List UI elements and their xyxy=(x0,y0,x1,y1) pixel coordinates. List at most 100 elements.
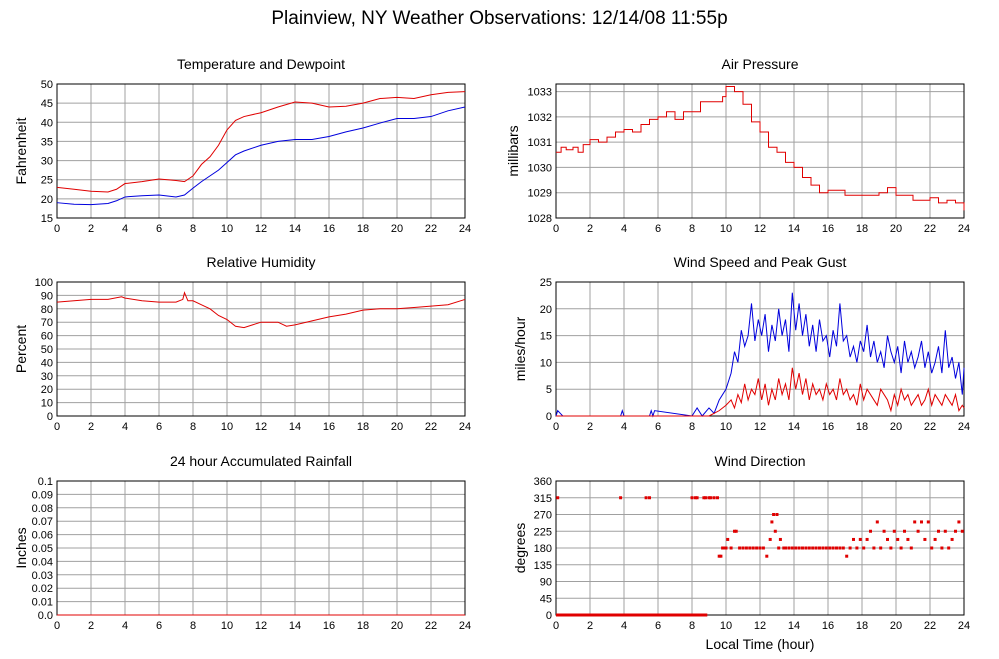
y-tick-label: 0 xyxy=(546,610,552,622)
y-tick-label: 35 xyxy=(41,136,53,148)
y-tick-label: 70 xyxy=(41,317,53,329)
data-point xyxy=(811,546,815,550)
data-point xyxy=(726,537,730,541)
data-point xyxy=(695,496,699,500)
x-tick-label: 14 xyxy=(289,620,301,632)
y-axis-label: millibars xyxy=(505,125,521,176)
plot-frame xyxy=(56,281,466,417)
series-line xyxy=(556,367,965,417)
data-point xyxy=(648,496,651,500)
x-tick-label: 16 xyxy=(323,223,335,235)
data-point xyxy=(943,529,947,533)
y-tick-label: 10 xyxy=(540,357,552,369)
x-tick-label: 10 xyxy=(221,620,233,632)
x-tick-label: 6 xyxy=(156,620,162,632)
chart-title: Relative Humidity xyxy=(207,254,316,270)
data-point xyxy=(950,537,954,541)
data-point xyxy=(889,546,893,550)
data-point xyxy=(882,529,886,533)
x-tick-label: 10 xyxy=(221,223,233,235)
x-tick-label: 20 xyxy=(391,223,403,235)
x-axis-label: Local Time (hour) xyxy=(706,636,815,652)
x-tick-label: 20 xyxy=(391,620,403,632)
x-tick-label: 6 xyxy=(655,223,661,235)
data-point xyxy=(940,546,944,550)
data-point xyxy=(899,546,903,550)
data-point xyxy=(906,537,910,541)
x-tick-label: 16 xyxy=(323,421,335,433)
x-tick-label: 4 xyxy=(122,223,128,235)
data-point xyxy=(765,554,769,558)
x-tick-label: 24 xyxy=(459,421,471,433)
y-tick-label: 0.1 xyxy=(38,476,53,488)
x-tick-label: 0 xyxy=(54,223,60,235)
x-tick-label: 24 xyxy=(958,421,970,433)
x-tick-label: 24 xyxy=(459,620,471,632)
x-tick-label: 6 xyxy=(156,421,162,433)
y-tick-label: 1030 xyxy=(528,162,552,174)
data-point xyxy=(693,496,697,500)
data-point xyxy=(838,546,842,550)
y-tick-label: 25 xyxy=(41,175,53,187)
x-tick-label: 8 xyxy=(190,620,196,632)
data-point xyxy=(831,546,835,550)
data-point xyxy=(690,496,694,500)
y-tick-label: 25 xyxy=(540,277,552,289)
data-point xyxy=(734,529,738,533)
x-tick-label: 8 xyxy=(689,421,695,433)
x-tick-label: 16 xyxy=(323,620,335,632)
x-tick-label: 24 xyxy=(459,223,471,235)
y-tick-label: 45 xyxy=(540,593,552,605)
y-tick-label: 315 xyxy=(534,493,552,505)
y-tick-label: 1031 xyxy=(528,137,552,149)
y-tick-label: 0.08 xyxy=(32,503,53,515)
data-point xyxy=(744,546,748,550)
y-tick-label: 50 xyxy=(41,79,53,91)
data-point xyxy=(702,496,706,500)
x-tick-label: 16 xyxy=(822,620,834,632)
data-point xyxy=(930,546,934,550)
y-tick-label: 0.04 xyxy=(32,556,53,568)
x-tick-label: 24 xyxy=(958,223,970,235)
y-tick-label: 0.06 xyxy=(32,530,53,542)
data-point xyxy=(862,546,866,550)
x-tick-label: 2 xyxy=(587,223,593,235)
data-point xyxy=(790,546,794,550)
y-tick-label: 0.07 xyxy=(32,516,53,528)
y-tick-label: 50 xyxy=(41,344,53,356)
data-point xyxy=(707,496,711,500)
y-tick-label: 0.0 xyxy=(38,610,53,622)
y-tick-label: 90 xyxy=(540,577,552,589)
data-point xyxy=(772,513,776,516)
x-tick-label: 8 xyxy=(689,223,695,235)
y-tick-label: 180 xyxy=(534,543,552,555)
x-tick-label: 12 xyxy=(255,421,267,433)
data-point xyxy=(716,496,719,500)
y-tick-label: 45 xyxy=(41,98,53,110)
x-tick-label: 0 xyxy=(54,421,60,433)
data-point xyxy=(804,546,808,550)
x-tick-label: 24 xyxy=(958,620,970,632)
data-point xyxy=(755,546,759,550)
data-point xyxy=(855,546,859,550)
y-tick-label: 360 xyxy=(534,476,552,488)
x-tick-label: 14 xyxy=(788,421,800,433)
x-tick-label: 2 xyxy=(88,620,94,632)
data-point xyxy=(704,496,708,500)
y-tick-label: 0.03 xyxy=(32,570,53,582)
chart-title: Air Pressure xyxy=(721,56,798,72)
x-tick-label: 16 xyxy=(822,223,834,235)
y-axis-label: Percent xyxy=(13,325,29,373)
chart-title: 24 hour Accumulated Rainfall xyxy=(170,453,352,469)
data-point xyxy=(801,546,804,550)
data-point xyxy=(782,546,786,550)
series-line xyxy=(56,91,466,193)
data-point xyxy=(903,529,906,533)
chart-title: Wind Speed and Peak Gust xyxy=(674,254,847,270)
x-tick-label: 10 xyxy=(221,421,233,433)
x-tick-label: 14 xyxy=(289,421,301,433)
data-point xyxy=(835,546,838,550)
